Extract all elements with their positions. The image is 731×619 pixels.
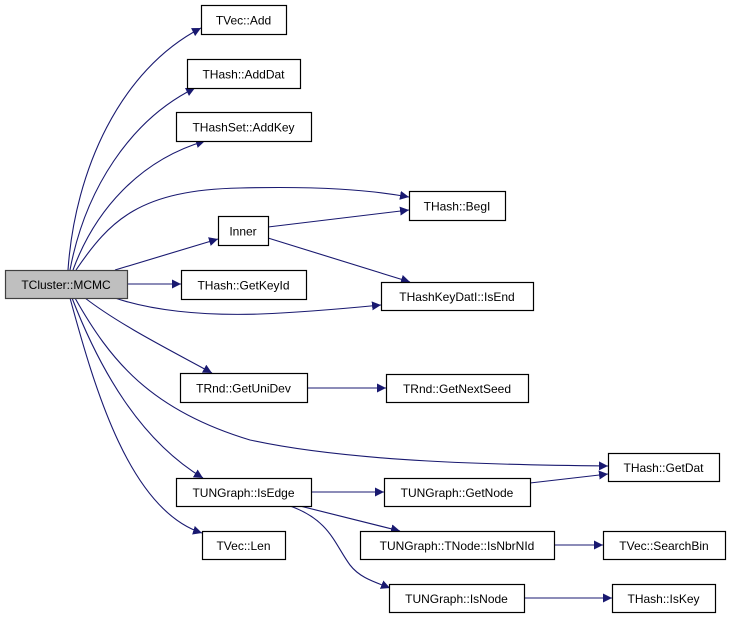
node-getkeyid[interactable]: THash::GetKeyId [180,269,308,301]
node-box [607,452,721,483]
node-box [217,215,270,247]
node-box [179,372,309,404]
node-label: THash::BegI [424,200,491,214]
edge-mcmc-to-getdat [74,297,609,471]
edge-mcmc-to-vadd [67,27,202,271]
node-box [180,269,308,301]
node-addkey[interactable]: THashSet::AddKey [175,111,313,143]
node-getnode[interactable]: TUNGraph::GetNode [383,477,532,508]
node-box [388,583,526,614]
node-label: Inner [229,225,256,239]
node-vadd[interactable]: TVec::Add [200,4,288,36]
node-label: TVec::Len [216,539,270,553]
node-box [408,190,507,222]
edge-getnode-to-getdat [529,470,609,484]
edge-mcmc-to-adddat [69,87,196,271]
edge-mcmc-to-unidev [84,297,213,374]
edge-mcmc-to-len [69,297,203,535]
node-box [611,583,717,614]
edge-mcmc-to-inner [114,237,219,271]
edge-mcmc-to-addkey [72,139,206,271]
node-label: TUNGraph::TNode::IsNbrNId [380,539,535,553]
edge-inner-to-begi [267,206,410,228]
edge-inner-to-isend [267,237,411,284]
node-iskey[interactable]: THash::IsKey [611,583,717,614]
node-isedge[interactable]: TUNGraph::IsEdge [175,477,313,508]
edge-mcmc-to-begi [75,186,410,271]
node-getdat[interactable]: THash::GetDat [607,452,721,483]
node-box [359,530,556,561]
node-label: TUNGraph::IsEdge [192,486,294,500]
node-box [602,530,727,561]
node-box [200,4,288,36]
edge-isedge-to-isnbr [299,505,401,534]
node-box [385,373,530,404]
node-mcmc[interactable]: TCluster::MCMC [4,269,129,300]
node-label: TUNGraph::GetNode [401,486,514,500]
node-len[interactable]: TVec::Len [201,530,287,561]
node-isnbr[interactable]: TUNGraph::TNode::IsNbrNId [359,530,556,561]
edge-mcmc-to-isend [114,297,382,315]
node-label: TCluster::MCMC [21,278,111,292]
node-begi[interactable]: THash::BegI [408,190,507,222]
node-label: THashKeyDatI::IsEnd [399,290,514,304]
node-box [186,58,302,90]
node-label: THash::AddDat [202,68,285,82]
node-label: THashSet::AddKey [192,121,294,135]
node-label: TVec::Add [216,14,271,28]
node-box [175,111,313,143]
node-adddat[interactable]: THash::AddDat [186,58,302,90]
node-unidev[interactable]: TRnd::GetUniDev [179,372,309,404]
node-isend[interactable]: THashKeyDatI::IsEnd [380,281,535,312]
node-box [380,281,535,312]
edge-mcmc-to-isedge [71,297,204,479]
node-box [383,477,532,508]
node-inner[interactable]: Inner [217,215,270,247]
node-label: TRnd::GetNextSeed [403,382,511,396]
node-box [175,477,313,508]
edge-isedge-to-isnode [289,505,391,589]
node-searchbin[interactable]: TVec::SearchBin [602,530,727,561]
node-isnode[interactable]: TUNGraph::IsNode [388,583,526,614]
node-box [4,269,129,300]
node-label: TRnd::GetUniDev [196,382,291,396]
node-label: THash::IsKey [627,592,699,606]
node-label: THash::GetKeyId [197,279,289,293]
node-label: TVec::SearchBin [619,539,708,553]
node-label: TUNGraph::IsNode [405,592,508,606]
node-nextseed[interactable]: TRnd::GetNextSeed [385,373,530,404]
node-label: THash::GetDat [623,461,704,475]
node-box [201,530,287,561]
